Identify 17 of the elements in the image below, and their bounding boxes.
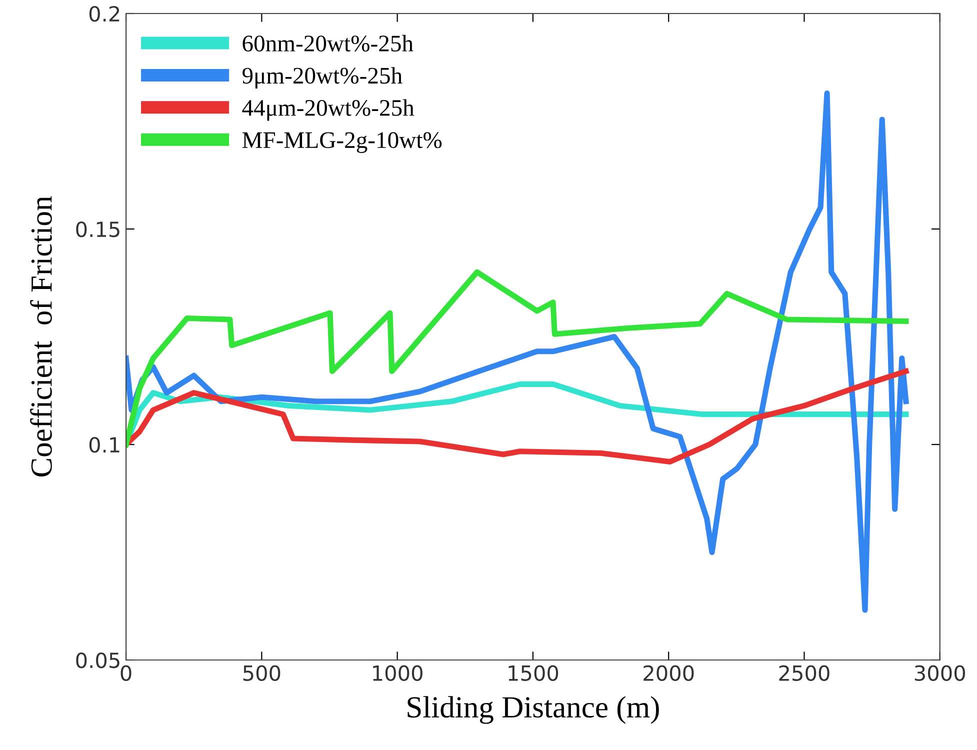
y-tick-label: 0.15: [76, 221, 120, 238]
legend-label: 60nm-20wt%-25h: [242, 34, 414, 52]
y-tick-label: 0.05: [76, 652, 120, 668]
y-axis-title: Coefficient of Friction: [30, 196, 52, 477]
legend-label: 44μm-20wt%-25h: [242, 99, 414, 121]
legend-label: MF-MLG-2g-10wt%: [242, 132, 442, 153]
y-tick-label: 0.2: [89, 6, 120, 22]
x-tick-label: 1500: [508, 665, 558, 681]
x-tick-label: 500: [243, 665, 280, 681]
x-tick-label: 2500: [779, 665, 830, 681]
x-tick-label: 2000: [644, 665, 694, 681]
y-tick-label: 0.1: [89, 436, 120, 453]
x-tick-label: 1000: [373, 665, 422, 681]
x-tick-label: 3000: [914, 665, 965, 681]
x-axis-title: Sliding Distance (m): [408, 696, 659, 724]
x-tick-label: 0: [120, 665, 132, 681]
legend-label: 9μm-20wt%-25h: [242, 67, 402, 89]
